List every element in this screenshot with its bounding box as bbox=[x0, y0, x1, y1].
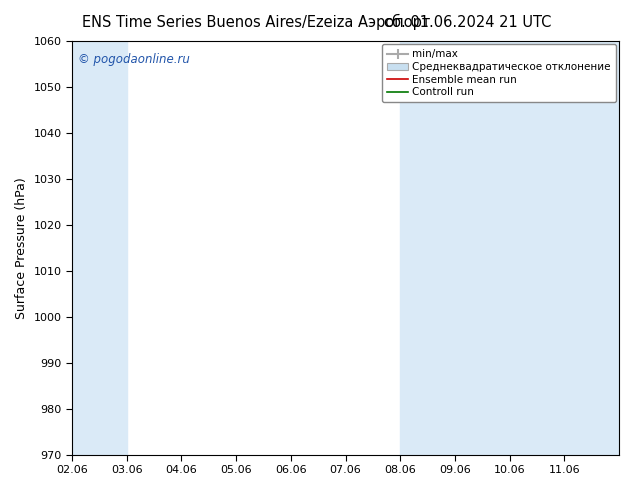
Text: ENS Time Series Buenos Aires/Ezeiza Аэропорт: ENS Time Series Buenos Aires/Ezeiza Аэро… bbox=[82, 15, 430, 30]
Text: сб. 01.06.2024 21 UTC: сб. 01.06.2024 21 UTC bbox=[384, 15, 552, 30]
Bar bbox=[455, 41, 510, 455]
Bar bbox=[72, 41, 127, 455]
Bar bbox=[564, 41, 619, 455]
Text: © pogodaonline.ru: © pogodaonline.ru bbox=[77, 53, 190, 67]
Legend: min/max, Среднеквадратическое отклонение, Ensemble mean run, Controll run: min/max, Среднеквадратическое отклонение… bbox=[382, 44, 616, 102]
Bar bbox=[510, 41, 564, 455]
Y-axis label: Surface Pressure (hPa): Surface Pressure (hPa) bbox=[15, 177, 28, 318]
Bar bbox=[400, 41, 455, 455]
